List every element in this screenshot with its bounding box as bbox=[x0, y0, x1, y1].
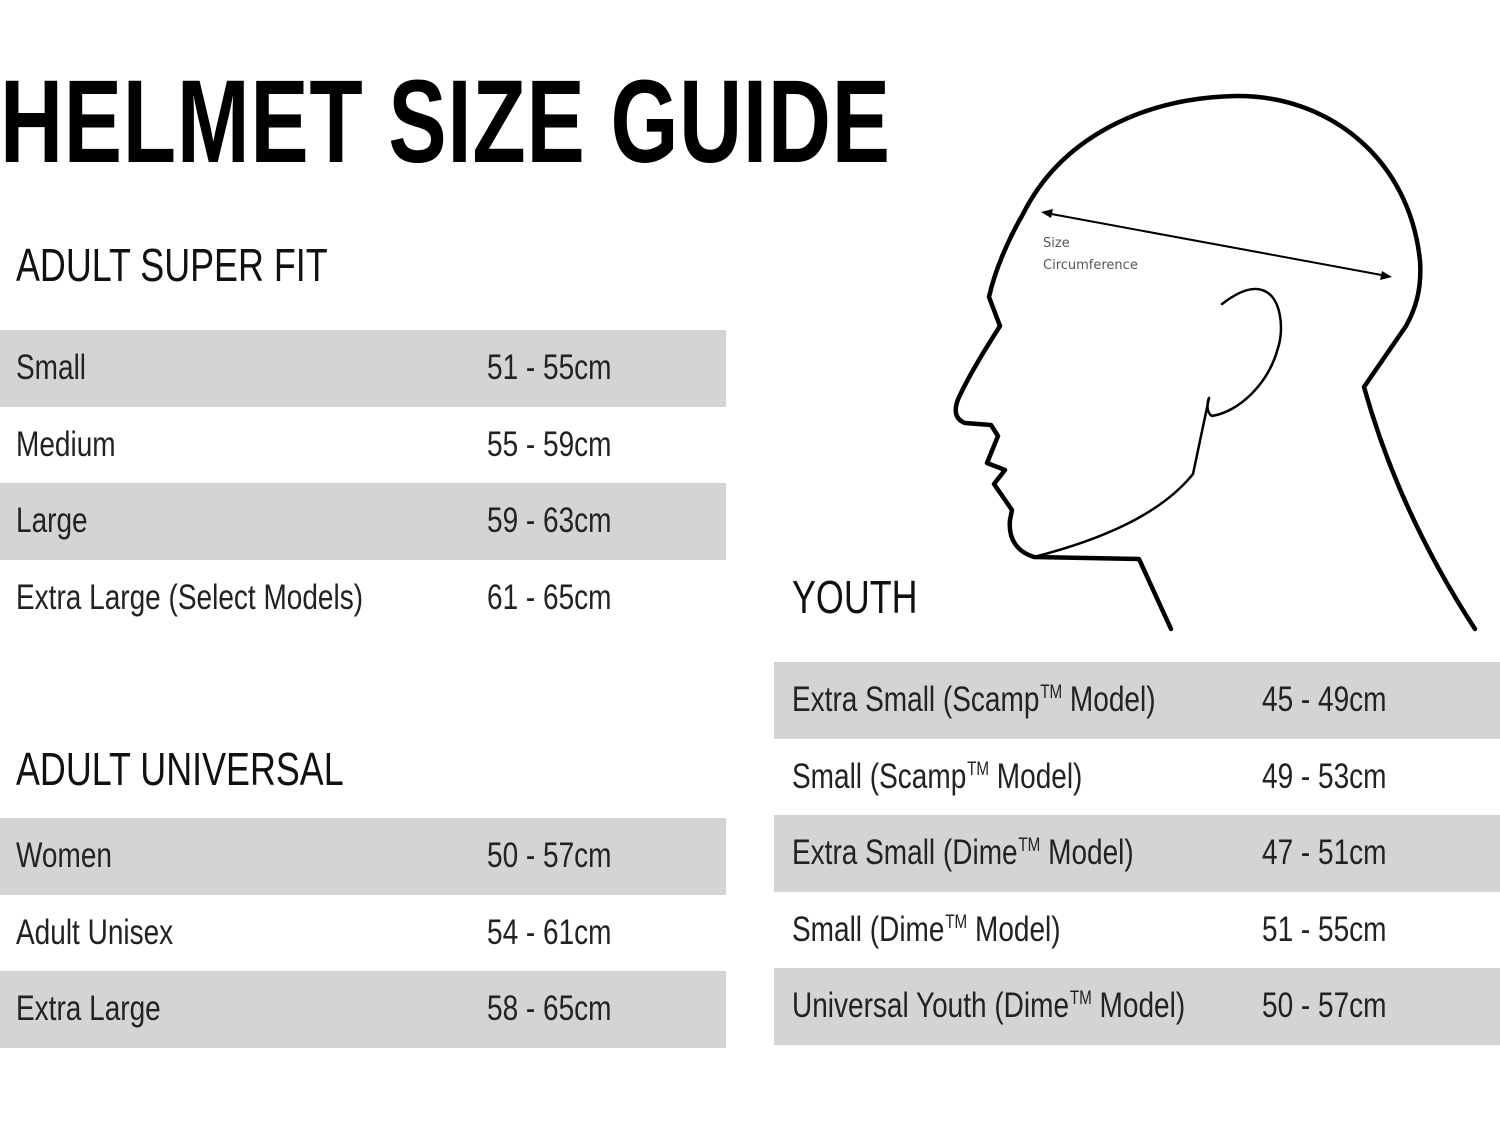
size-name: Large bbox=[16, 501, 88, 541]
table-row: Universal Youth (DimeTM Model) 50 - 57cm bbox=[774, 968, 1500, 1045]
size-range: 45 - 49cm bbox=[1262, 680, 1387, 720]
size-range: 55 - 59cm bbox=[487, 424, 612, 464]
page-title: HELMET SIZE GUIDE bbox=[0, 56, 891, 188]
size-range: 61 - 65cm bbox=[487, 577, 612, 617]
table-row: Small 51 - 55cm bbox=[0, 330, 726, 407]
size-name: Small bbox=[16, 348, 87, 388]
table-row: Large 59 - 63cm bbox=[0, 483, 726, 560]
table-row: Small (DimeTM Model) 51 - 55cm bbox=[774, 892, 1500, 969]
jaw-line bbox=[1032, 396, 1211, 559]
size-name: Extra Large bbox=[16, 989, 161, 1029]
adult-universal-table: Women 50 - 57cm Adult Unisex 54 - 61cm Ext… bbox=[0, 818, 726, 1048]
size-range: 47 - 51cm bbox=[1262, 833, 1387, 873]
size-name: Adult Unisex bbox=[16, 912, 174, 952]
size-name: Extra Small (ScampTM Model) bbox=[792, 680, 1156, 720]
size-name: Small (ScampTM Model) bbox=[792, 756, 1083, 796]
size-name: Women bbox=[16, 836, 112, 876]
size-range: 59 - 63cm bbox=[487, 501, 612, 541]
adult-super-fit-heading: ADULT SUPER FIT bbox=[16, 239, 328, 291]
size-range: 51 - 55cm bbox=[1262, 909, 1387, 949]
size-range: 54 - 61cm bbox=[487, 912, 612, 952]
trademark: TM bbox=[967, 758, 990, 780]
size-range: 50 - 57cm bbox=[487, 836, 612, 876]
size-label: Size bbox=[1043, 236, 1070, 251]
trademark: TM bbox=[1018, 835, 1041, 857]
size-name: Extra Large (Select Models) bbox=[16, 577, 364, 617]
table-row: Small (ScampTM Model) 49 - 53cm bbox=[774, 739, 1500, 816]
table-row: Extra Small (ScampTM Model) 45 - 49cm bbox=[774, 662, 1500, 739]
table-row: Women 50 - 57cm bbox=[0, 818, 726, 895]
table-row: Extra Large (Select Models) 61 - 65cm bbox=[0, 560, 726, 637]
size-range: 49 - 53cm bbox=[1262, 756, 1387, 796]
size-name: Extra Small (DimeTM Model) bbox=[792, 833, 1134, 873]
size-range: 58 - 65cm bbox=[487, 989, 612, 1029]
trademark: TM bbox=[1040, 682, 1063, 704]
head-outline bbox=[953, 93, 1478, 632]
arrowhead-left-icon bbox=[1041, 209, 1053, 218]
circumference-label: Circumference bbox=[1043, 258, 1138, 273]
size-name: Medium bbox=[16, 424, 116, 464]
table-row: Adult Unisex 54 - 61cm bbox=[0, 895, 726, 972]
ear-outline bbox=[1206, 287, 1283, 418]
circumference-arrow bbox=[1045, 212, 1388, 277]
adult-universal-heading: ADULT UNIVERSAL bbox=[16, 743, 344, 795]
size-name: Small (DimeTM Model) bbox=[792, 909, 1061, 949]
table-row: Medium 55 - 59cm bbox=[0, 407, 726, 484]
table-row: Extra Large 58 - 65cm bbox=[0, 971, 726, 1048]
size-name: Universal Youth (DimeTM Model) bbox=[792, 986, 1186, 1026]
youth-heading: YOUTH bbox=[792, 571, 918, 623]
youth-table: Extra Small (ScampTM Model) 45 - 49cm Sma… bbox=[774, 662, 1500, 1045]
trademark: TM bbox=[945, 911, 968, 933]
adult-super-fit-table: Small 51 - 55cm Medium 55 - 59cm Large 59 -… bbox=[0, 330, 726, 636]
arrowhead-right-icon bbox=[1380, 271, 1392, 280]
size-range: 50 - 57cm bbox=[1262, 986, 1387, 1026]
size-range: 51 - 55cm bbox=[487, 348, 612, 388]
trademark: TM bbox=[1069, 988, 1092, 1010]
table-row: Extra Small (DimeTM Model) 47 - 51cm bbox=[774, 815, 1500, 892]
